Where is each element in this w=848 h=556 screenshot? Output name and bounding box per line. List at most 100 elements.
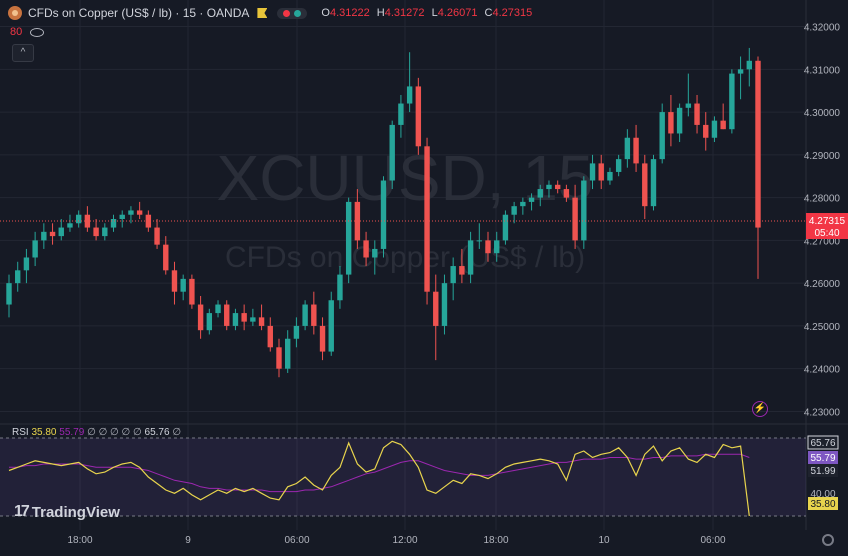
price-axis: 4.32000 4.31000 4.30000 4.29000 4.28000 4.270… <box>804 23 841 419</box>
candle-body <box>528 197 535 202</box>
candle-body <box>67 223 73 228</box>
candle-body <box>389 124 395 181</box>
current-price-tag <box>806 213 848 239</box>
status-dot-icon <box>283 9 291 17</box>
volume-value: 80 <box>10 26 23 38</box>
watermark-symbol: XCUUSD, 15 <box>217 142 594 214</box>
market-status-pill[interactable] <box>277 7 308 19</box>
candle-body <box>93 227 99 237</box>
tradingview-logo[interactable]: 17 TradingView <box>14 503 120 521</box>
candle-body <box>441 283 448 326</box>
rsi-settings-icon[interactable]: ∅ <box>172 427 182 438</box>
symbol-title[interactable]: CFDs on Copper (US$ / lb) · 15 · OANDA <box>28 6 250 20</box>
chart-grid <box>0 0 848 530</box>
price-tick-label: 4.25000 <box>804 322 841 333</box>
candle-body <box>319 325 326 352</box>
candle-body <box>598 163 604 181</box>
candle-body <box>136 210 143 215</box>
candle-body <box>476 240 483 242</box>
volume-row: 80 <box>10 26 45 38</box>
candle-body <box>311 304 317 326</box>
price-tick-label: 4.23000 <box>804 407 841 418</box>
candle-body <box>650 159 657 207</box>
copper-symbol-icon <box>8 6 22 20</box>
candle-body <box>554 184 561 190</box>
candle-body <box>563 189 570 198</box>
current-price-label: 4.27315 <box>809 216 846 227</box>
rsi-axis-tag <box>808 497 838 510</box>
candle-body <box>572 197 578 241</box>
candle-body <box>415 86 422 147</box>
candle-body <box>729 73 735 130</box>
candle-body <box>502 214 509 241</box>
candle-body <box>642 163 648 207</box>
eye-icon[interactable] <box>30 27 45 37</box>
time-tick-label: 12:00 <box>392 535 417 546</box>
candle-body <box>450 266 456 284</box>
price-tick-label: 4.32000 <box>804 23 841 34</box>
countdown-label: 05:40 <box>814 228 839 239</box>
candle-body <box>668 112 674 134</box>
candle-body <box>102 227 108 237</box>
candle-body <box>58 227 64 237</box>
price-tick-label: 4.24000 <box>804 365 841 376</box>
price-tick-label: 4.30000 <box>804 108 841 119</box>
time-tick-label: 10 <box>598 535 610 546</box>
flash-icon[interactable]: ⚡ <box>752 401 768 417</box>
candle-body <box>406 86 413 104</box>
candle-body <box>49 231 56 237</box>
rsi-value: 35.80 <box>31 427 57 438</box>
rsi-ma-value: 55.79 <box>59 427 85 438</box>
rsi-axis-label: 65.76 <box>810 438 835 449</box>
candle-body <box>433 291 439 326</box>
candle-body <box>215 304 221 314</box>
candle-body <box>711 120 718 138</box>
candle-body <box>6 283 12 305</box>
rsi-upper-value: 65.76 <box>144 427 170 438</box>
rsi-axis-label: 40.00 <box>810 489 835 500</box>
time-axis: 18:00 9 06:00 12:00 18:00 10 06:00 <box>67 535 725 546</box>
status-dot-icon <box>294 9 302 17</box>
chart-header: CFDs on Copper (US$ / lb) · 15 · OANDA O… <box>8 6 532 20</box>
candle-body <box>694 103 700 125</box>
ohlc-values: O4.31222 H4.31272 L4.26071 C4.27315 <box>321 7 533 19</box>
rsi-legend: RSI 35.80 55.79 ∅ ∅ ∅ ∅ ∅ 65.76 ∅ <box>12 427 181 438</box>
candle-body <box>607 171 613 181</box>
settings-gear-icon[interactable] <box>822 534 834 546</box>
candle-body <box>755 60 761 228</box>
candle-body <box>110 219 117 228</box>
price-tick-label: 4.29000 <box>804 151 841 162</box>
rsi-settings-icons[interactable]: ∅ ∅ ∅ ∅ ∅ <box>87 427 142 438</box>
candle-body <box>424 146 430 292</box>
rsi-line <box>8 440 750 517</box>
candle-body <box>232 313 239 326</box>
candle-body <box>154 227 160 245</box>
candle-body <box>659 112 665 160</box>
candle-body <box>250 317 256 322</box>
candle-body <box>345 201 352 275</box>
candle-body <box>485 240 491 254</box>
flag-icon[interactable] <box>257 8 268 18</box>
collapse-button[interactable]: ^ <box>12 44 34 62</box>
time-tick-label: 9 <box>185 535 191 546</box>
candle-body <box>363 240 369 258</box>
candle-body <box>546 184 552 190</box>
candle-body <box>615 159 622 172</box>
price-tick-label: 4.31000 <box>804 65 841 76</box>
candle-body <box>197 304 204 331</box>
candle-body <box>163 244 169 271</box>
candle-body <box>720 120 726 130</box>
candle-body <box>145 214 152 228</box>
candle-body <box>494 240 500 254</box>
candle-body <box>41 231 47 241</box>
rsi-axis-tag <box>807 435 839 450</box>
rsi-ma-line <box>9 453 750 493</box>
candle-body <box>284 338 291 369</box>
candle-body <box>685 103 692 108</box>
candle-body <box>171 270 178 292</box>
watermark-name: CFDs on Copper (US$ / lb) <box>225 241 585 274</box>
candle-body <box>398 103 404 125</box>
candle-body <box>267 325 273 348</box>
